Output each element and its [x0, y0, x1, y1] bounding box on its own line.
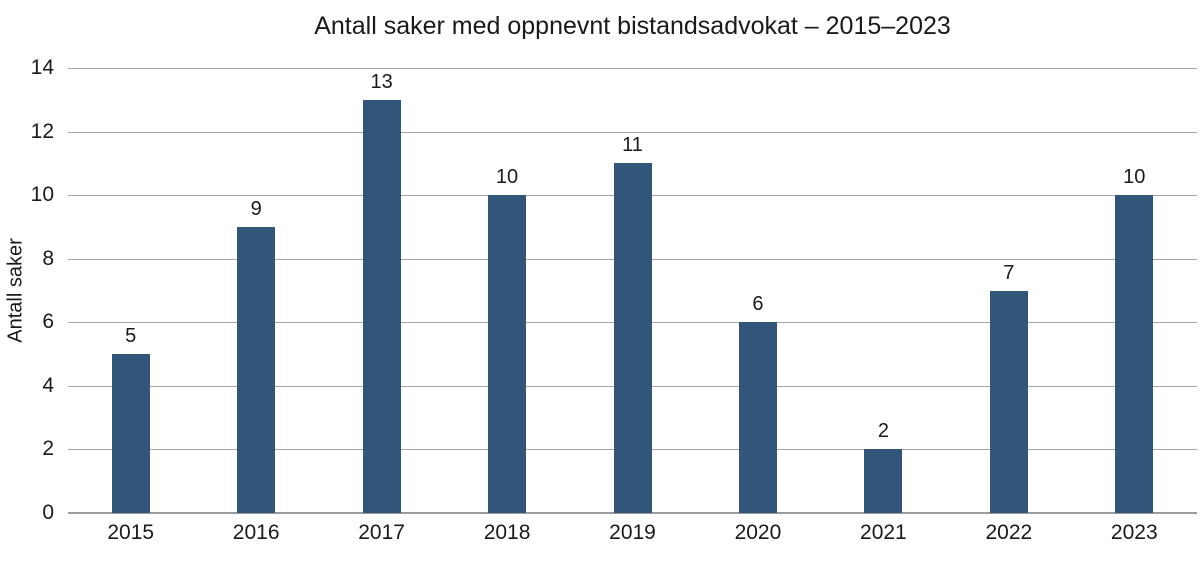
y-tick-label: 2 — [42, 437, 54, 461]
x-tick-label: 2019 — [609, 521, 656, 544]
x-tick-label: 2021 — [860, 521, 907, 544]
gridline — [68, 68, 1197, 69]
x-tick-label: 2018 — [483, 521, 531, 544]
x-tick-label: 2015 — [107, 521, 155, 544]
bar-value-label: 11 — [622, 134, 643, 157]
bar-value-label: 2 — [877, 420, 889, 443]
y-tick-label: 4 — [42, 373, 54, 397]
bar-value-label: 7 — [1003, 261, 1015, 284]
bar-2015 — [111, 354, 150, 513]
y-tick-label: 12 — [30, 119, 54, 143]
bar-2018 — [488, 195, 527, 513]
chart-title: Antall saker med oppnevnt bistandsadvoka… — [314, 12, 951, 40]
bar-2017 — [362, 99, 401, 513]
y-tick-label: 10 — [30, 183, 54, 207]
plot-area: 5 9 13 10 11 6 2 7 10 — [68, 68, 1197, 514]
bar-value-label: 9 — [250, 197, 262, 220]
x-tick-label: 2017 — [358, 521, 405, 544]
bar-value-label: 13 — [370, 70, 393, 93]
bar-2021 — [864, 449, 903, 513]
y-tick-label: 0 — [42, 501, 54, 524]
y-tick-label: 6 — [42, 310, 54, 334]
x-axis: 2015 2016 2017 2018 2019 2020 2021 2022 2023 — [68, 521, 1197, 549]
bar-value-label: 5 — [125, 325, 137, 348]
x-tick-label: 2020 — [734, 521, 782, 544]
y-axis: 0 2 4 6 8 10 12 14 — [0, 56, 56, 524]
x-tick-label: 2022 — [985, 521, 1033, 544]
bar-value-label: 10 — [1123, 166, 1146, 189]
bar-2020 — [738, 322, 777, 513]
x-axis-line — [68, 512, 1197, 514]
bar-2022 — [989, 290, 1028, 513]
bar-value-label: 10 — [495, 166, 519, 189]
bar-2016 — [237, 226, 276, 513]
y-tick-label: 14 — [30, 56, 54, 79]
bar-2023 — [1115, 195, 1154, 513]
bar-2019 — [613, 163, 652, 513]
bar-value-label: 6 — [752, 293, 764, 316]
y-tick-label: 8 — [42, 246, 54, 270]
gridline — [68, 131, 1197, 133]
x-tick-label: 2023 — [1110, 521, 1158, 544]
x-tick-label: 2016 — [232, 521, 280, 544]
